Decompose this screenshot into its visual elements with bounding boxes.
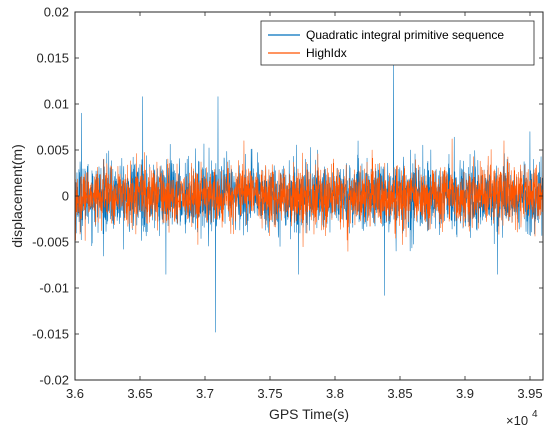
y-axis-label: displacement(m) (9, 144, 25, 247)
tick-layer: 3.6 3.65 3.7 3.75 3.8 3.85 3.9 3.95 -0.02 -0.015 -… (32, 5, 543, 401)
x-exponent-label: ×10 4 (506, 409, 538, 428)
y-tick-label: 0.015 (36, 51, 69, 66)
series-layer (74, 59, 544, 333)
x-axis-label: GPS Time(s) (269, 406, 349, 422)
y-tick-label: -0.01 (39, 281, 69, 296)
legend-box (260, 20, 535, 66)
svg-text:4: 4 (532, 409, 538, 420)
svg-text:×10: ×10 (506, 413, 528, 428)
x-tick-label: 3.95 (517, 386, 542, 401)
x-tick-label: 3.85 (387, 386, 412, 401)
x-tick-label: 3.65 (127, 386, 152, 401)
x-tick-label: 3.6 (66, 386, 84, 401)
y-tick-label: -0.015 (32, 327, 69, 342)
y-tick-label: -0.005 (32, 235, 69, 250)
legend: Quadratic integral primitive sequence Hi… (260, 20, 535, 66)
y-tick-label: 0.01 (44, 97, 69, 112)
y-tick-label: 0.005 (36, 143, 69, 158)
x-tick-label: 3.8 (326, 386, 344, 401)
x-tick-label: 3.9 (456, 386, 474, 401)
legend-entry-series-1: Quadratic integral primitive sequence (306, 28, 504, 42)
x-tick-label: 3.75 (257, 386, 282, 401)
y-tick-label: 0 (62, 189, 69, 204)
y-tick-label: 0.02 (44, 5, 69, 20)
y-tick-label: -0.02 (39, 373, 69, 388)
x-tick-label: 3.7 (196, 386, 214, 401)
series-line-2 (74, 138, 544, 252)
legend-entry-series-2: HighIdx (306, 46, 347, 60)
